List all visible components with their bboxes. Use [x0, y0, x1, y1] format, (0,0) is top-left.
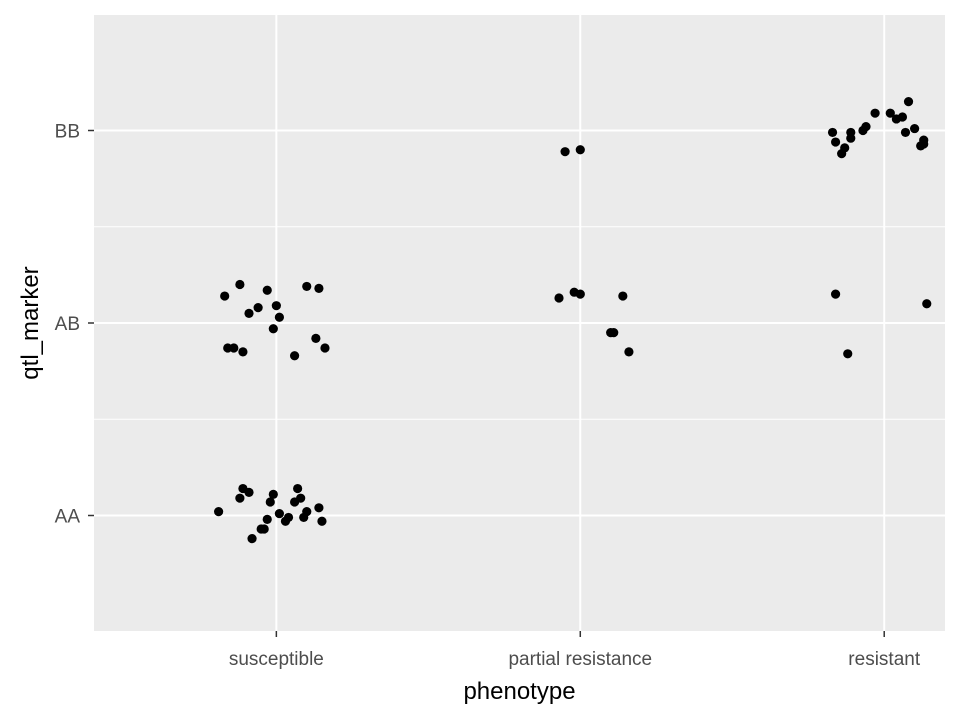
- data-point: [268, 489, 278, 499]
- y-axis-title: qtl_marker: [17, 266, 44, 379]
- data-point: [922, 299, 932, 309]
- data-point: [314, 503, 324, 513]
- data-point: [320, 343, 330, 353]
- y-tick-label: AA: [55, 507, 81, 528]
- data-point: [861, 122, 871, 132]
- data-point: [317, 516, 327, 526]
- data-point: [910, 123, 920, 134]
- data-point: [293, 483, 303, 494]
- data-point: [885, 108, 895, 118]
- data-point: [268, 324, 278, 334]
- data-point: [262, 285, 272, 295]
- x-axis-title: phenotype: [463, 678, 575, 705]
- data-point: [560, 147, 570, 157]
- data-point: [262, 514, 272, 524]
- data-point: [302, 507, 312, 517]
- data-point: [302, 281, 312, 292]
- data-point: [575, 145, 585, 155]
- data-point: [919, 135, 929, 145]
- x-tick-label: resistant: [848, 649, 921, 670]
- data-point: [238, 483, 248, 494]
- data-point: [289, 351, 300, 361]
- data-point: [624, 347, 634, 357]
- data-point: [296, 493, 306, 503]
- data-point: [840, 143, 850, 153]
- data-point: [900, 127, 911, 138]
- data-point: [830, 137, 841, 147]
- minor-gridlines: [94, 226, 945, 420]
- data-point: [235, 493, 245, 503]
- data-point: [235, 279, 245, 290]
- data-point: [229, 343, 239, 353]
- data-point: [311, 333, 321, 343]
- data-point: [575, 289, 585, 299]
- x-axis-ticks: susceptible partial resistance resistant: [229, 631, 921, 670]
- data-point: [618, 291, 628, 301]
- data-point: [274, 312, 284, 322]
- y-tick-label: BB: [55, 122, 80, 143]
- data-point: [554, 293, 564, 303]
- major-gridlines: [94, 15, 945, 631]
- data-points: [214, 97, 932, 544]
- data-point: [265, 497, 275, 507]
- data-point: [247, 534, 257, 544]
- data-point: [238, 347, 248, 357]
- x-tick-label: susceptible: [229, 649, 324, 670]
- data-point: [314, 283, 324, 293]
- y-tick-label: AB: [55, 314, 80, 335]
- data-point: [220, 291, 230, 301]
- data-point: [830, 289, 841, 299]
- data-point: [274, 508, 284, 519]
- data-point: [897, 112, 908, 122]
- data-point: [271, 301, 281, 311]
- data-point: [609, 328, 619, 338]
- x-tick-label: partial resistance: [508, 649, 652, 670]
- data-point: [846, 127, 856, 138]
- data-point: [283, 512, 294, 523]
- y-axis-ticks: AA AB BB: [55, 122, 94, 528]
- data-point: [214, 507, 224, 517]
- data-point: [827, 127, 838, 138]
- data-point: [244, 308, 254, 318]
- data-point: [870, 108, 880, 118]
- data-point: [259, 524, 269, 534]
- data-point: [843, 349, 853, 359]
- data-point: [903, 97, 914, 107]
- data-point: [253, 303, 263, 313]
